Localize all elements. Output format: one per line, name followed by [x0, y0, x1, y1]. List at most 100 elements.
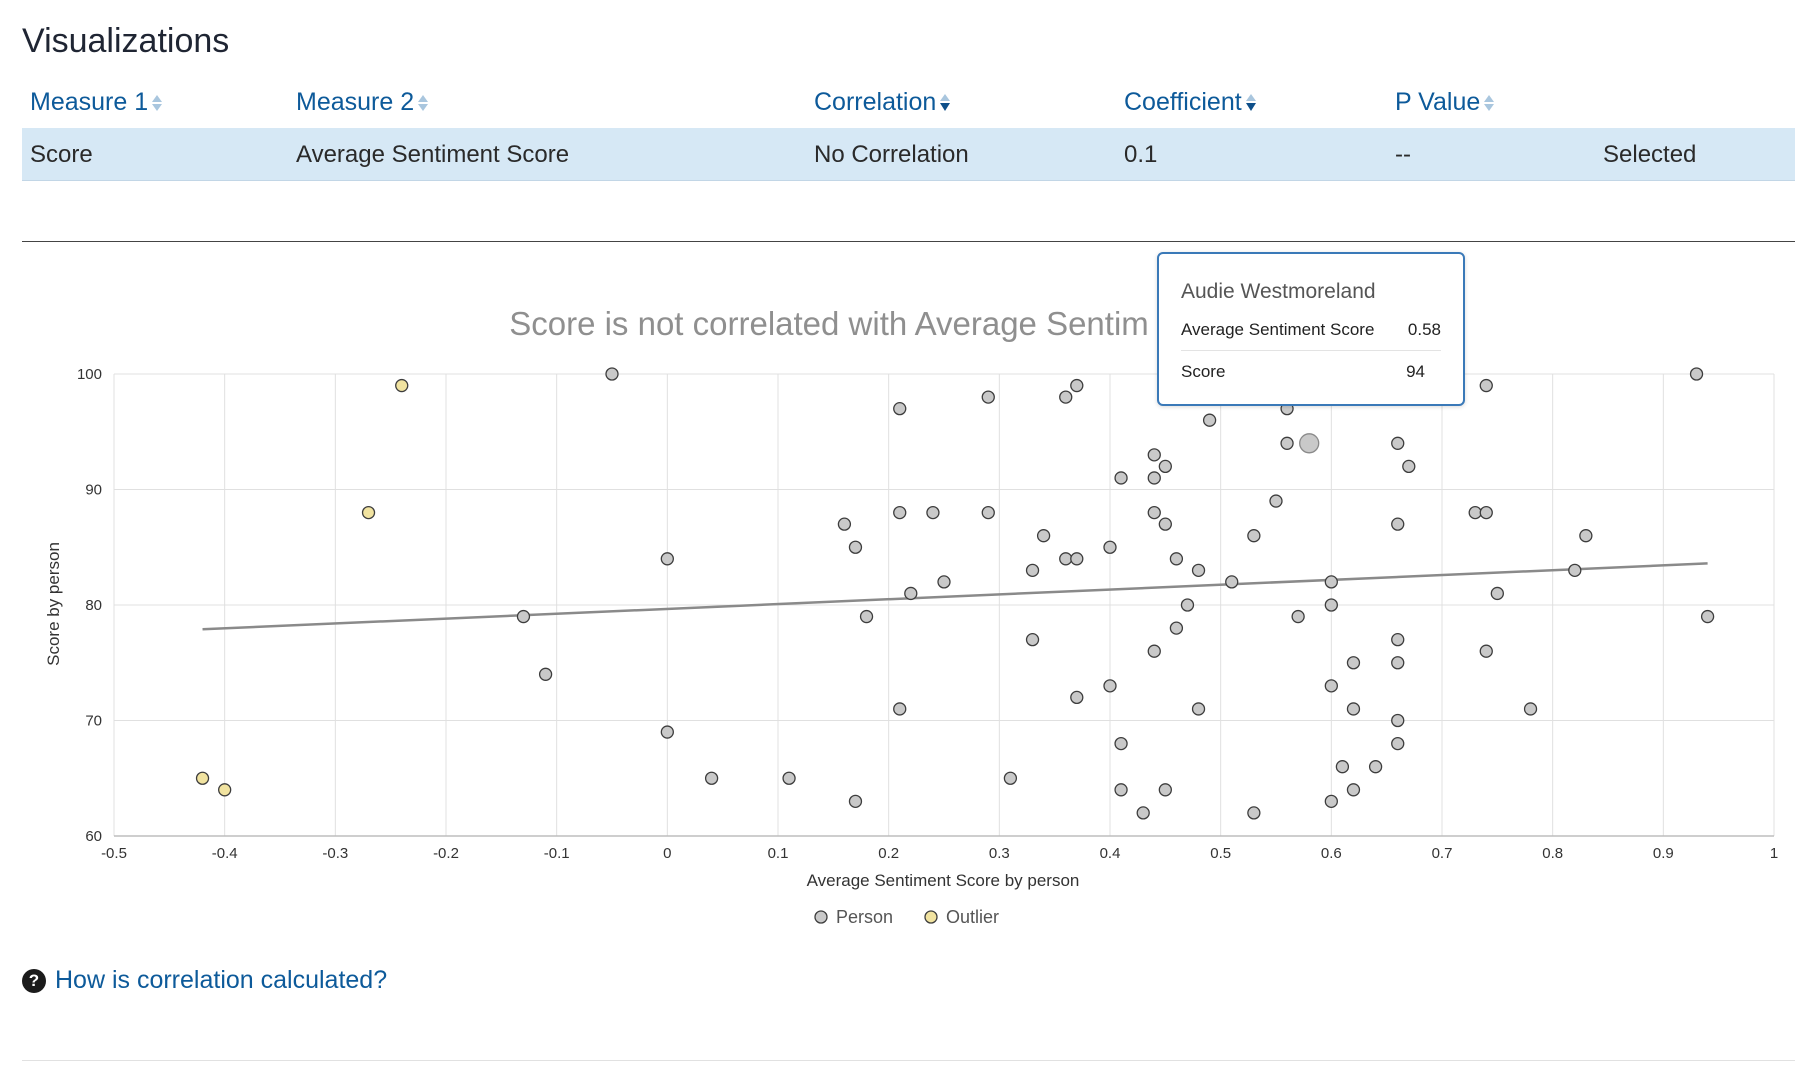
header-coefficient[interactable]: Coefficient: [1124, 88, 1256, 117]
person-point[interactable]: [1391, 736, 1405, 751]
cell-correlation: No Correlation: [814, 141, 969, 168]
person-point[interactable]: [1335, 760, 1350, 774]
header-p-value[interactable]: P Value: [1395, 88, 1495, 117]
person-point[interactable]: [1158, 783, 1172, 797]
person-point[interactable]: [1391, 656, 1405, 670]
person-point[interactable]: [937, 575, 951, 589]
person-point[interactable]: [1391, 436, 1405, 450]
person-point[interactable]: [1169, 552, 1184, 566]
person-point[interactable]: [1568, 563, 1582, 577]
person-point[interactable]: [848, 540, 863, 554]
person-point[interactable]: [1202, 413, 1217, 427]
person-point[interactable]: [1147, 505, 1161, 520]
person-point[interactable]: [1070, 378, 1084, 393]
person-point[interactable]: [848, 794, 863, 808]
outlier-point[interactable]: [195, 771, 210, 785]
person-point[interactable]: [1114, 471, 1128, 485]
person-point[interactable]: [1402, 459, 1416, 474]
person-point[interactable]: [926, 505, 940, 520]
tooltip-row-score: Score 94: [1181, 362, 1441, 382]
person-point[interactable]: [1324, 575, 1338, 589]
person-point[interactable]: [1169, 621, 1184, 635]
person-point[interactable]: [1070, 552, 1084, 566]
legend-person-label[interactable]: Person: [836, 907, 893, 927]
person-point[interactable]: [1391, 517, 1405, 531]
person-point[interactable]: [1689, 367, 1704, 381]
legend-outlier-label[interactable]: Outlier: [946, 907, 999, 927]
table-header: Measure 1 Measure 2 Correlation Coeffici…: [22, 78, 1795, 128]
person-point[interactable]: [1269, 494, 1283, 508]
person-point[interactable]: [1479, 378, 1493, 393]
person-point[interactable]: [1391, 713, 1405, 728]
highlighted-point[interactable]: [1299, 433, 1320, 454]
y-tick-label: 100: [77, 366, 102, 383]
person-point[interactable]: [1247, 529, 1261, 543]
person-point[interactable]: [893, 505, 907, 520]
person-point[interactable]: [1324, 679, 1338, 693]
person-point[interactable]: [1346, 783, 1361, 797]
person-point[interactable]: [837, 517, 852, 531]
y-tick-label: 60: [85, 828, 102, 845]
person-point[interactable]: [1114, 736, 1128, 751]
person-point[interactable]: [1523, 702, 1538, 716]
person-point[interactable]: [1059, 390, 1073, 404]
header-measure-2[interactable]: Measure 2: [296, 88, 429, 117]
header-measure-1[interactable]: Measure 1: [30, 88, 163, 117]
help-link-text[interactable]: How is correlation calculated?: [55, 966, 388, 994]
person-point[interactable]: [1479, 644, 1493, 658]
person-point[interactable]: [1158, 459, 1172, 474]
person-point[interactable]: [1147, 448, 1161, 462]
person-point[interactable]: [981, 505, 995, 520]
person-point[interactable]: [1059, 552, 1073, 566]
person-point[interactable]: [1291, 609, 1305, 624]
person-point[interactable]: [660, 552, 674, 566]
person-point[interactable]: [1479, 505, 1493, 520]
person-point[interactable]: [1468, 505, 1482, 520]
person-point[interactable]: [1191, 563, 1206, 577]
person-point[interactable]: [1490, 586, 1504, 601]
person-point[interactable]: [516, 609, 531, 624]
person-point[interactable]: [1191, 702, 1206, 716]
person-point[interactable]: [981, 390, 995, 404]
person-point[interactable]: [538, 667, 553, 681]
person-point[interactable]: [1324, 794, 1338, 808]
person-point[interactable]: [1280, 436, 1294, 450]
person-point[interactable]: [1247, 806, 1261, 820]
table-row[interactable]: Score Average Sentiment Score No Correla…: [22, 128, 1795, 181]
person-point[interactable]: [660, 725, 674, 739]
person-point[interactable]: [1003, 771, 1018, 785]
person-point[interactable]: [605, 367, 619, 381]
person-point[interactable]: [1114, 783, 1128, 797]
person-point[interactable]: [859, 609, 874, 624]
person-point[interactable]: [1025, 633, 1040, 647]
person-point[interactable]: [704, 771, 719, 785]
tooltip-row-sentiment: Average Sentiment Score 0.58: [1181, 320, 1441, 340]
person-point[interactable]: [1324, 598, 1338, 612]
correlation-help-link[interactable]: ? How is correlation calculated?: [22, 966, 387, 995]
person-point[interactable]: [1346, 702, 1361, 716]
person-point[interactable]: [1147, 471, 1161, 485]
person-point[interactable]: [1158, 517, 1172, 531]
person-point[interactable]: [893, 401, 907, 416]
outlier-point[interactable]: [361, 505, 376, 520]
outlier-point[interactable]: [395, 378, 409, 393]
person-point[interactable]: [1103, 679, 1117, 693]
person-point[interactable]: [1368, 760, 1383, 774]
person-point[interactable]: [1147, 644, 1161, 658]
person-point[interactable]: [1103, 540, 1117, 554]
header-correlation[interactable]: Correlation: [814, 88, 951, 117]
person-point[interactable]: [1025, 563, 1040, 577]
person-point[interactable]: [1036, 529, 1051, 543]
outlier-point[interactable]: [218, 783, 232, 797]
person-point[interactable]: [1180, 598, 1195, 612]
person-point[interactable]: [893, 702, 907, 716]
person-point[interactable]: [782, 771, 796, 785]
person-point[interactable]: [1225, 575, 1239, 589]
person-point[interactable]: [1070, 690, 1084, 705]
person-point[interactable]: [1700, 609, 1715, 624]
person-point[interactable]: [904, 586, 918, 601]
person-point[interactable]: [1346, 656, 1361, 670]
person-point[interactable]: [1136, 806, 1150, 820]
person-point[interactable]: [1579, 529, 1593, 543]
person-point[interactable]: [1391, 633, 1405, 647]
